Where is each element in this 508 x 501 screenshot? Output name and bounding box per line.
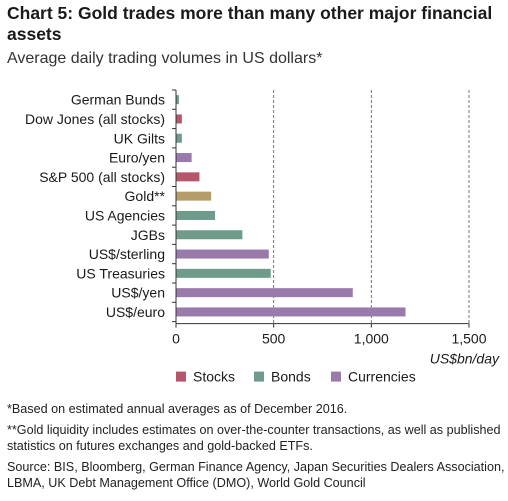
category-label-us-euro: US$/euro bbox=[106, 304, 165, 320]
bar-dow-jones-all-stocks bbox=[176, 114, 182, 124]
legend-label-bonds: Bonds bbox=[271, 369, 311, 385]
bar-us-euro bbox=[176, 307, 406, 317]
footnote-gold-liquidity: **Gold liquidity includes estimates on o… bbox=[7, 422, 501, 454]
category-label-uk-gilts: UK Gilts bbox=[114, 130, 165, 146]
chart-title: Chart 5: Gold trades more than many othe… bbox=[7, 3, 493, 44]
category-label-german-bunds: German Bunds bbox=[71, 92, 165, 108]
footnotes: *Based on estimated annual averages as o… bbox=[7, 401, 505, 492]
category-label-us-yen: US$/yen bbox=[111, 285, 165, 301]
bar-jgbs bbox=[176, 230, 243, 240]
bar-us-agencies bbox=[176, 210, 216, 220]
category-label-jgbs: JGBs bbox=[131, 227, 165, 243]
bar-euro-yen bbox=[176, 153, 192, 163]
category-label-dow-jones-all-stocks: Dow Jones (all stocks) bbox=[25, 111, 165, 127]
source-note: Source: BIS, Bloomberg, German Finance A… bbox=[7, 459, 505, 491]
category-label-s-p-500-all-stocks: S&P 500 (all stocks) bbox=[39, 169, 165, 185]
legend-label-stocks: Stocks bbox=[193, 369, 235, 385]
category-label-us-sterling: US$/sterling bbox=[89, 246, 165, 262]
bar-us-yen bbox=[176, 288, 353, 298]
bar-s-p-500-all-stocks bbox=[176, 172, 200, 182]
x-tick-label-1500: 1,500 bbox=[451, 331, 486, 347]
category-label-us-agencies: US Agencies bbox=[85, 207, 165, 223]
x-tick-label-1000: 1,000 bbox=[354, 331, 389, 347]
x-tick-label-0: 0 bbox=[172, 331, 180, 347]
bar-us-treasuries bbox=[176, 268, 271, 278]
legend-swatch-stocks bbox=[176, 371, 186, 382]
bar-chart: German Bunds Dow Jones (all stocks) UK Gil… bbox=[25, 89, 500, 385]
footnote-estimates: *Based on estimated annual averages as o… bbox=[7, 402, 348, 416]
legend-swatch-currencies bbox=[331, 371, 341, 382]
bar-gold bbox=[176, 191, 212, 201]
bar-us-sterling bbox=[176, 249, 269, 259]
x-axis-label: US$bn/day bbox=[430, 351, 500, 367]
x-tick-label-500: 500 bbox=[262, 331, 286, 347]
category-label-euro-yen: Euro/yen bbox=[109, 150, 165, 166]
legend-label-currencies: Currencies bbox=[348, 369, 416, 385]
category-label-us-treasuries: US Treasuries bbox=[76, 265, 165, 281]
bar-uk-gilts bbox=[176, 133, 182, 143]
chart-subtitle: Average daily trading volumes in US doll… bbox=[7, 50, 323, 67]
legend-swatch-bonds bbox=[254, 371, 264, 382]
bar-german-bunds bbox=[176, 95, 179, 105]
category-label-gold: Gold** bbox=[125, 188, 166, 204]
